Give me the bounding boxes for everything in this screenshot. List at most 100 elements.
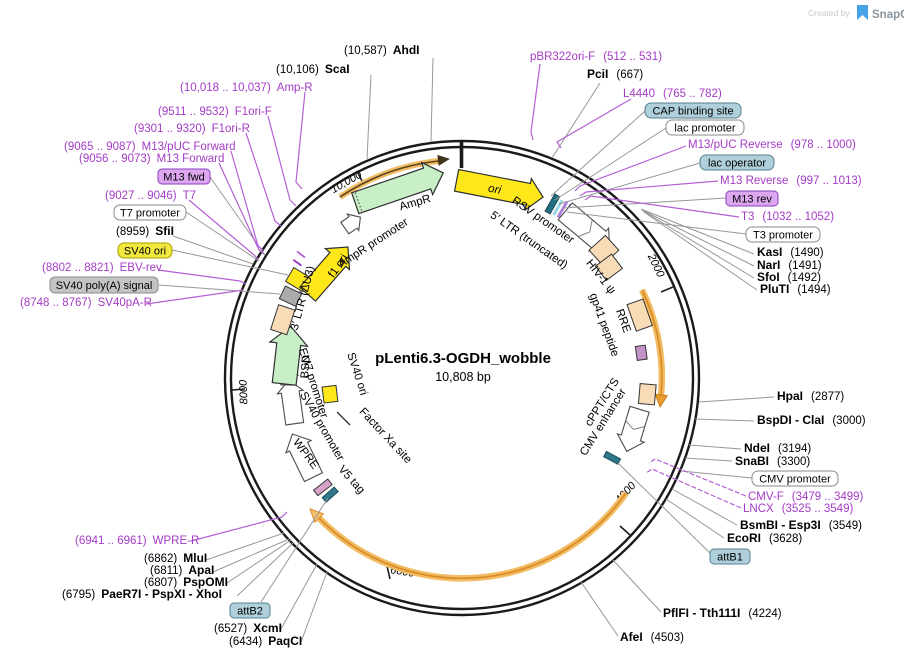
site-pflfi-tth111i[interactable]: PflFI - Tth111I (4224) — [663, 606, 782, 620]
boxed-labels: M13 fwd T7 promoter SV40 ori SV40 poly(A… — [49, 102, 839, 619]
primer-pbr322ori-f[interactable]: pBR322ori-F (512 .. 531) — [530, 51, 662, 63]
primer-ebv-rev[interactable]: (8802 .. 8821) EBV-rev — [42, 262, 162, 274]
sv40-polya-box-label[interactable]: SV40 poly(A) signal — [49, 276, 159, 294]
lac-operator-box-label[interactable]: lac operator — [699, 154, 775, 171]
primer-wpre-r[interactable]: (6941 .. 6961) WPRE-R — [75, 535, 199, 547]
ring-features: ori — [265, 157, 657, 503]
site-scai[interactable]: (10,106) ScaI — [276, 62, 350, 76]
factor-xa-tick — [336, 411, 351, 426]
primer-t3[interactable]: T3 (1032 .. 1052) — [741, 211, 834, 223]
primer-m13-forward[interactable]: (9056 .. 9073) M13 Forward — [79, 153, 224, 165]
ampr-promoter-arrow[interactable] — [339, 209, 366, 236]
gp41-label: gp41 peptide — [587, 292, 621, 359]
site-pcii[interactable]: PciI (667) — [587, 67, 643, 81]
site-afei[interactable]: AfeI (4503) — [620, 630, 684, 644]
plasmid-name: pLenti6.3-OGDH_wobble — [375, 350, 551, 367]
site-hpai[interactable]: HpaI (2877) — [777, 389, 844, 403]
primer-sv40pa-r[interactable]: (8748 .. 8767) SV40pA-R — [20, 297, 152, 309]
site-bsmbi-esp3i[interactable]: BsmBI - Esp3I (3549) — [740, 518, 862, 532]
svg-text:attB1: attB1 — [717, 552, 743, 564]
cmv-enhancer-arrow[interactable] — [613, 405, 653, 455]
site-pspomi[interactable]: (6807) PspOMI — [144, 575, 228, 589]
primer-site-tick — [296, 250, 306, 259]
bsd-label: BSD — [299, 355, 313, 379]
primer-amp-r[interactable]: (10,018 .. 10,037) Amp-R — [180, 82, 313, 94]
attb1-box-label[interactable]: attB1 — [709, 548, 751, 565]
primer-f1ori-r[interactable]: (9301 .. 9320) F1ori-R — [134, 123, 250, 135]
rre-box[interactable] — [626, 298, 654, 332]
attb2-site[interactable] — [321, 486, 339, 503]
snapgene-logo-icon — [857, 5, 868, 20]
svg-text:SV40 ori: SV40 ori — [124, 246, 166, 258]
f1-ori-arrow[interactable] — [295, 237, 360, 305]
primer-l4440[interactable]: L4440 (765 .. 782) — [623, 88, 722, 100]
v5-tag-label: V5 tag — [336, 464, 367, 497]
site-nari[interactable]: NarI (1491) — [757, 258, 822, 272]
env-orf-arrowhead — [654, 393, 669, 409]
ori-feature[interactable]: ori — [453, 165, 546, 213]
site-labels: (10,587) AhdI (10,106) ScaI (10,018 .. 10,… — [20, 43, 866, 648]
primer-t7[interactable]: (9027 .. 9046) T7 — [105, 190, 196, 202]
ltr3-box[interactable] — [269, 304, 296, 336]
site-sfoi[interactable]: SfoI (1492) — [757, 270, 821, 284]
primer-lncx[interactable]: LNCX (3525 .. 3549) — [743, 503, 853, 515]
attb1-site[interactable] — [602, 450, 622, 465]
ori-label: ori — [487, 183, 502, 197]
site-kasi[interactable]: KasI (1490) — [757, 245, 824, 259]
sv40-ori-box-label[interactable]: SV40 ori — [117, 242, 173, 259]
primer-site-tick — [292, 259, 303, 267]
t7-promoter-box[interactable]: T7 promoter — [113, 204, 187, 221]
svg-text:lac operator: lac operator — [708, 158, 766, 170]
ogdh-orf-arc — [316, 491, 629, 582]
primer-m13-reverse[interactable]: M13 Reverse (997 .. 1013) — [720, 175, 862, 187]
primer-m13-puc-forward[interactable]: (9065 .. 9087) M13/pUC Forward — [64, 141, 236, 153]
site-ahdi[interactable]: (10,587) AhdI — [344, 43, 420, 57]
site-bspdi-clai[interactable]: BspDI - ClaI (3000) — [757, 413, 866, 427]
m13-fwd-box[interactable]: M13 fwd — [157, 168, 211, 185]
site-paqci[interactable]: (6434) PaqCI — [229, 634, 302, 648]
site-ecori[interactable]: EcoRI (3628) — [727, 531, 802, 545]
gp41-box[interactable] — [634, 344, 648, 362]
cppt-box[interactable] — [637, 383, 657, 406]
svg-text:CAP binding site: CAP binding site — [652, 106, 733, 118]
primer-f1ori-f[interactable]: (9511 .. 9532) F1ori-F — [158, 106, 272, 118]
bsd-arrow[interactable] — [265, 324, 310, 386]
site-sfii[interactable]: (8959) SfiI — [116, 224, 174, 238]
site-paer7i-pspxi-xhoi[interactable]: (6795) PaeR7I - PspXI - XhoI — [62, 587, 222, 601]
t3-promoter-box-label[interactable]: T3 promoter — [745, 226, 821, 243]
branding: Created by SnapGene — [808, 5, 904, 21]
wpre-arrow[interactable] — [280, 428, 326, 483]
site-snabi[interactable]: SnaBI (3300) — [735, 454, 810, 468]
svg-text:M13 rev: M13 rev — [732, 194, 772, 206]
sv40-polya-box[interactable] — [278, 285, 303, 308]
primer-cmv-f[interactable]: CMV-F (3479 .. 3499) — [748, 491, 864, 503]
site-xcmi[interactable]: (6527) XcmI — [214, 621, 282, 635]
position-label-8000: 8000 — [238, 379, 251, 405]
svg-text:T7 promoter: T7 promoter — [120, 208, 180, 220]
site-mlui[interactable]: (6862) MluI — [144, 551, 207, 565]
plasmid-title-block: pLenti6.3-OGDH_wobble 10,808 bp — [375, 350, 551, 384]
ampr-orf-arrowhead — [437, 154, 450, 166]
site-apai[interactable]: (6811) ApaI — [150, 563, 214, 577]
svg-text:attB2: attB2 — [237, 606, 263, 618]
ltr5-label: 5′ LTR (truncated) — [488, 209, 570, 271]
sv40-ori-inner-box[interactable] — [321, 384, 339, 404]
site-ndei[interactable]: NdeI (3194) — [744, 441, 811, 455]
plasmid-backbone — [223, 139, 701, 617]
hiv-psi-box-2[interactable] — [594, 253, 624, 282]
ampr-arrow[interactable] — [350, 157, 449, 219]
primer-m13-puc-reverse[interactable]: M13/pUC Reverse (978 .. 1000) — [688, 139, 856, 151]
attb2-box-label[interactable]: attB2 — [229, 602, 271, 619]
cap-binding-box-label[interactable]: CAP binding site — [644, 102, 742, 119]
sv40-ori-inner-label: SV40 ori — [344, 351, 369, 397]
v5-tag-box[interactable] — [312, 478, 333, 497]
svg-text:M13 fwd: M13 fwd — [163, 172, 205, 184]
cmv-promoter-box-label[interactable]: CMV promoter — [751, 470, 839, 487]
m13-rev-box-label[interactable]: M13 rev — [725, 190, 779, 207]
lac-promoter-box-label[interactable]: lac promoter — [665, 119, 745, 136]
svg-text:lac promoter: lac promoter — [674, 123, 735, 135]
site-pluti[interactable]: PluTI (1494) — [760, 282, 831, 296]
svg-text:CMV promoter: CMV promoter — [759, 474, 831, 486]
created-by-text: Created by — [808, 8, 850, 18]
